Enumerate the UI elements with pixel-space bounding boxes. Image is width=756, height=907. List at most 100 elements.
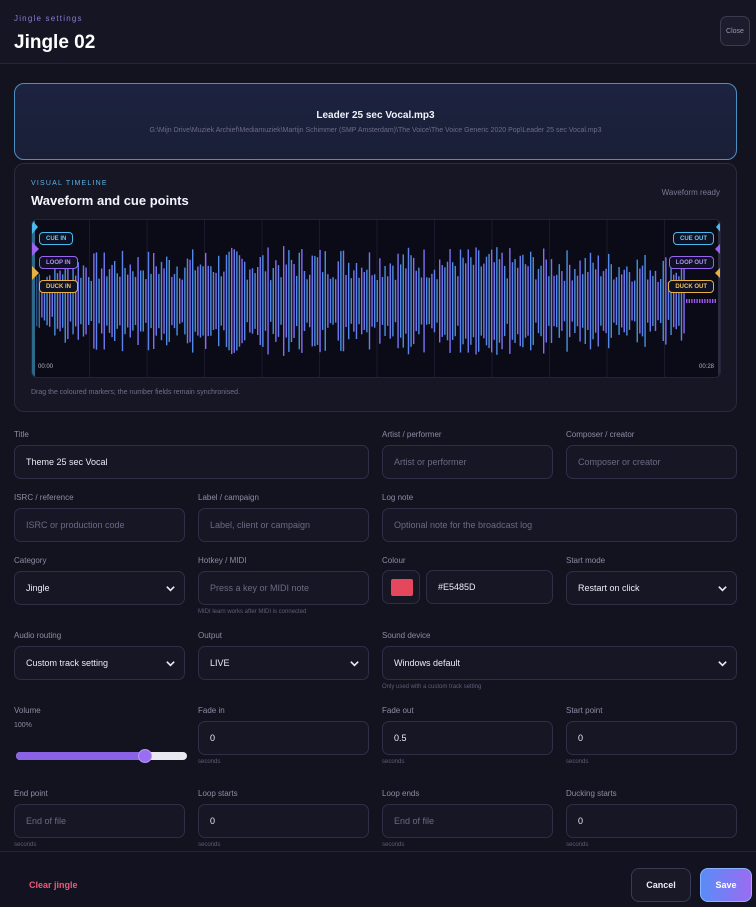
audio-routing-select[interactable]: Custom track setting — [14, 646, 185, 680]
waveform-bar — [623, 269, 625, 333]
waveform-bar — [587, 272, 589, 330]
waveform-bar — [621, 274, 623, 328]
waveform-bar — [272, 268, 274, 334]
clear-jingle-button[interactable]: Clear jingle — [29, 880, 78, 890]
waveform-bar — [595, 269, 597, 333]
timeline-start-time: 00:00 — [38, 364, 54, 370]
waveform-bar — [462, 257, 464, 345]
waveform-bar — [488, 253, 490, 349]
waveform-bar — [501, 252, 503, 350]
waveform-bar — [683, 268, 685, 334]
colour-picker[interactable] — [382, 570, 420, 604]
start-point-label: Start point — [566, 706, 603, 715]
waveform-bar — [311, 255, 313, 347]
ducking-starts-input[interactable]: 0 — [566, 804, 737, 838]
waveform-bar — [231, 247, 233, 355]
start-point-input[interactable]: 0 — [566, 721, 737, 755]
volume-slider-thumb[interactable] — [138, 749, 152, 763]
waveform-bar — [197, 266, 199, 336]
waveform-bar — [134, 276, 137, 325]
colour-hex-input[interactable]: #E5485D — [426, 570, 553, 604]
end-point-input[interactable]: End of file — [14, 804, 185, 838]
fade-out-unit: seconds — [382, 759, 405, 765]
fade-in-input[interactable]: 0 — [198, 721, 369, 755]
waveform-bar — [342, 250, 345, 352]
waveform-bar — [106, 276, 108, 326]
log-note-input[interactable]: Optional note for the broadcast log — [382, 508, 737, 542]
waveform-bar — [95, 252, 98, 350]
waveform-bar — [225, 254, 228, 348]
waveform-bar — [145, 279, 147, 323]
waveform-bar — [387, 276, 389, 326]
fade-out-label: Fade out — [382, 706, 414, 715]
duck-out-marker[interactable]: DUCK OUT — [668, 280, 714, 293]
waveform-bar — [384, 266, 386, 336]
waveform-bar — [465, 263, 467, 339]
waveform-bar — [428, 277, 430, 325]
waveform-bar — [246, 279, 248, 323]
loop-in-marker[interactable]: LOOP IN — [39, 256, 78, 269]
close-button[interactable]: Close — [720, 16, 750, 46]
waveform-bar — [397, 253, 399, 349]
label-campaign-input[interactable]: Label, client or campaign — [198, 508, 369, 542]
waveform-bar — [270, 280, 272, 322]
waveform-bar — [181, 279, 183, 323]
save-button[interactable]: Save — [700, 868, 752, 902]
visual-timeline-panel: VISUAL TIMELINE Waveform and cue points … — [14, 163, 737, 412]
cue-out-marker[interactable]: CUE OUT — [673, 232, 714, 245]
waveform-bar — [137, 257, 139, 345]
output-select[interactable]: LIVE — [198, 646, 369, 680]
waveform-bar — [582, 274, 584, 328]
waveform-bar — [241, 258, 243, 344]
waveform-bar — [249, 269, 251, 333]
waveform-bar — [686, 299, 688, 303]
waveform-bar — [693, 299, 696, 303]
file-info-panel[interactable]: Leader 25 sec Vocal.mp3 G:\Mijn Drive\Mu… — [14, 83, 737, 160]
composer-input[interactable]: Composer or creator — [566, 445, 737, 479]
cue-in-marker[interactable]: CUE IN — [39, 232, 74, 245]
category-select[interactable]: Jingle — [14, 571, 185, 605]
loop-ends-input[interactable]: End of file — [382, 804, 553, 838]
waveform-bar — [160, 261, 163, 341]
waveform-bar — [452, 262, 454, 340]
waveform-bar — [472, 264, 475, 338]
waveform-bar — [493, 262, 495, 340]
artist-input[interactable]: Artist or performer — [382, 445, 553, 479]
waveform-bar — [475, 247, 477, 355]
hotkey-input[interactable]: Press a key or MIDI note — [198, 571, 369, 605]
waveform-bar — [649, 270, 651, 332]
duck-in-marker[interactable]: DUCK IN — [39, 280, 78, 293]
waveform-bar — [54, 266, 56, 336]
waveform-bar — [680, 261, 683, 341]
waveform-bar — [543, 248, 545, 354]
category-value: Jingle — [26, 583, 50, 593]
waveform-bar — [277, 265, 280, 337]
waveform-canvas[interactable]: CUE IN LOOP IN DUCK IN CUE OUT LOOP OUT … — [31, 219, 721, 378]
loop-out-marker[interactable]: LOOP OUT — [668, 256, 714, 269]
start-mode-value: Restart on click — [578, 583, 640, 593]
waveform-bar — [519, 255, 521, 347]
cancel-button[interactable]: Cancel — [631, 868, 691, 902]
waveform-bar — [215, 272, 217, 330]
loop-ends-unit: seconds — [382, 842, 405, 848]
fade-out-input[interactable]: 0.5 — [382, 721, 553, 755]
isrc-input[interactable]: ISRC or production code — [14, 508, 185, 542]
sound-device-select[interactable]: Windows default — [382, 646, 737, 680]
waveform-bar — [608, 253, 610, 349]
waveform-bar — [158, 273, 160, 329]
waveform-bar — [654, 270, 657, 331]
waveform-bar — [223, 271, 225, 331]
waveform-bar — [353, 270, 355, 332]
waveform-bar — [171, 276, 173, 326]
isrc-label: ISRC / reference — [14, 493, 74, 502]
waveform-bar — [418, 267, 420, 335]
waveform-bar — [600, 276, 602, 326]
start-mode-select[interactable]: Restart on click — [566, 571, 737, 605]
waveform-bar — [545, 259, 547, 343]
loop-starts-input[interactable]: 0 — [198, 804, 369, 838]
loop-ends-label: Loop ends — [382, 789, 420, 798]
title-input[interactable]: Theme 25 sec Vocal — [14, 445, 369, 479]
volume-slider[interactable] — [16, 749, 187, 763]
waveform-bar — [46, 276, 48, 326]
waveform-bar — [605, 268, 607, 334]
